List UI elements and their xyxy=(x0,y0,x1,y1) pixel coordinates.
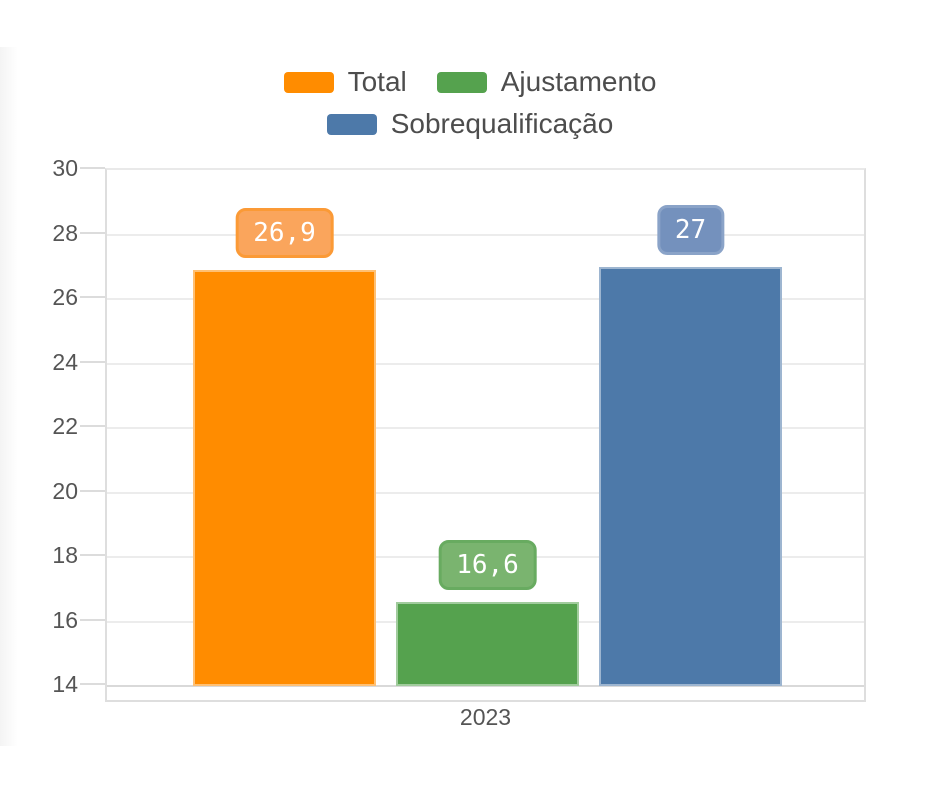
legend-label: Sobrequalificação xyxy=(390,108,614,139)
y-tick-label-22: 22 xyxy=(52,413,78,439)
gridline-28 xyxy=(107,233,864,236)
y-tick-label-28: 28 xyxy=(52,219,78,246)
gridline-14 xyxy=(107,685,864,687)
value-label-total: 26,9 xyxy=(235,207,334,258)
gridline-26 xyxy=(107,298,864,300)
value-label-sobrequalificacao: 27 xyxy=(656,204,725,255)
y-tick-mark xyxy=(80,231,105,234)
y-tick-label-20: 20 xyxy=(52,477,78,504)
y-tick-label-16: 16 xyxy=(52,606,78,633)
bar-sobrequalificacao[interactable] xyxy=(599,266,782,686)
gridline-24 xyxy=(107,362,864,365)
legend-item-total[interactable]: Total xyxy=(283,66,407,98)
legend-swatch-icon xyxy=(436,71,487,93)
chart-legend: Total Ajustamento Sobrequalificação xyxy=(190,66,750,140)
y-tick-mark xyxy=(80,425,105,427)
y-tick-label-14: 14 xyxy=(52,671,78,697)
value-label-ajustamento: 16,6 xyxy=(438,540,537,591)
x-axis-category-label: 2023 xyxy=(459,704,512,730)
legend-swatch-icon xyxy=(283,71,334,93)
plot-area: 26,9 16,6 27 xyxy=(105,168,866,702)
y-tick-label-26: 26 xyxy=(52,284,78,310)
y-tick-mark xyxy=(80,489,105,492)
legend-label: Total xyxy=(347,66,407,97)
y-tick-mark xyxy=(80,296,105,298)
page-edge-shadow xyxy=(0,47,18,746)
gridline-20 xyxy=(107,491,864,494)
y-tick-label-24: 24 xyxy=(52,348,78,375)
legend-label: Ajustamento xyxy=(500,66,657,97)
bar-ajustamento[interactable] xyxy=(396,602,579,686)
y-tick-mark xyxy=(80,554,105,556)
y-tick-mark xyxy=(80,167,105,169)
y-tick-mark xyxy=(80,360,105,363)
y-tick-label-30: 30 xyxy=(52,155,78,181)
bar-total[interactable] xyxy=(193,269,376,686)
legend-swatch-icon xyxy=(326,113,377,135)
legend-item-sobrequalificacao[interactable]: Sobrequalificação xyxy=(326,108,614,140)
y-tick-mark xyxy=(80,683,105,685)
gridline-22 xyxy=(107,427,864,429)
legend-item-ajustamento[interactable]: Ajustamento xyxy=(436,66,657,98)
y-tick-label-18: 18 xyxy=(52,542,78,568)
y-tick-mark xyxy=(80,618,105,621)
